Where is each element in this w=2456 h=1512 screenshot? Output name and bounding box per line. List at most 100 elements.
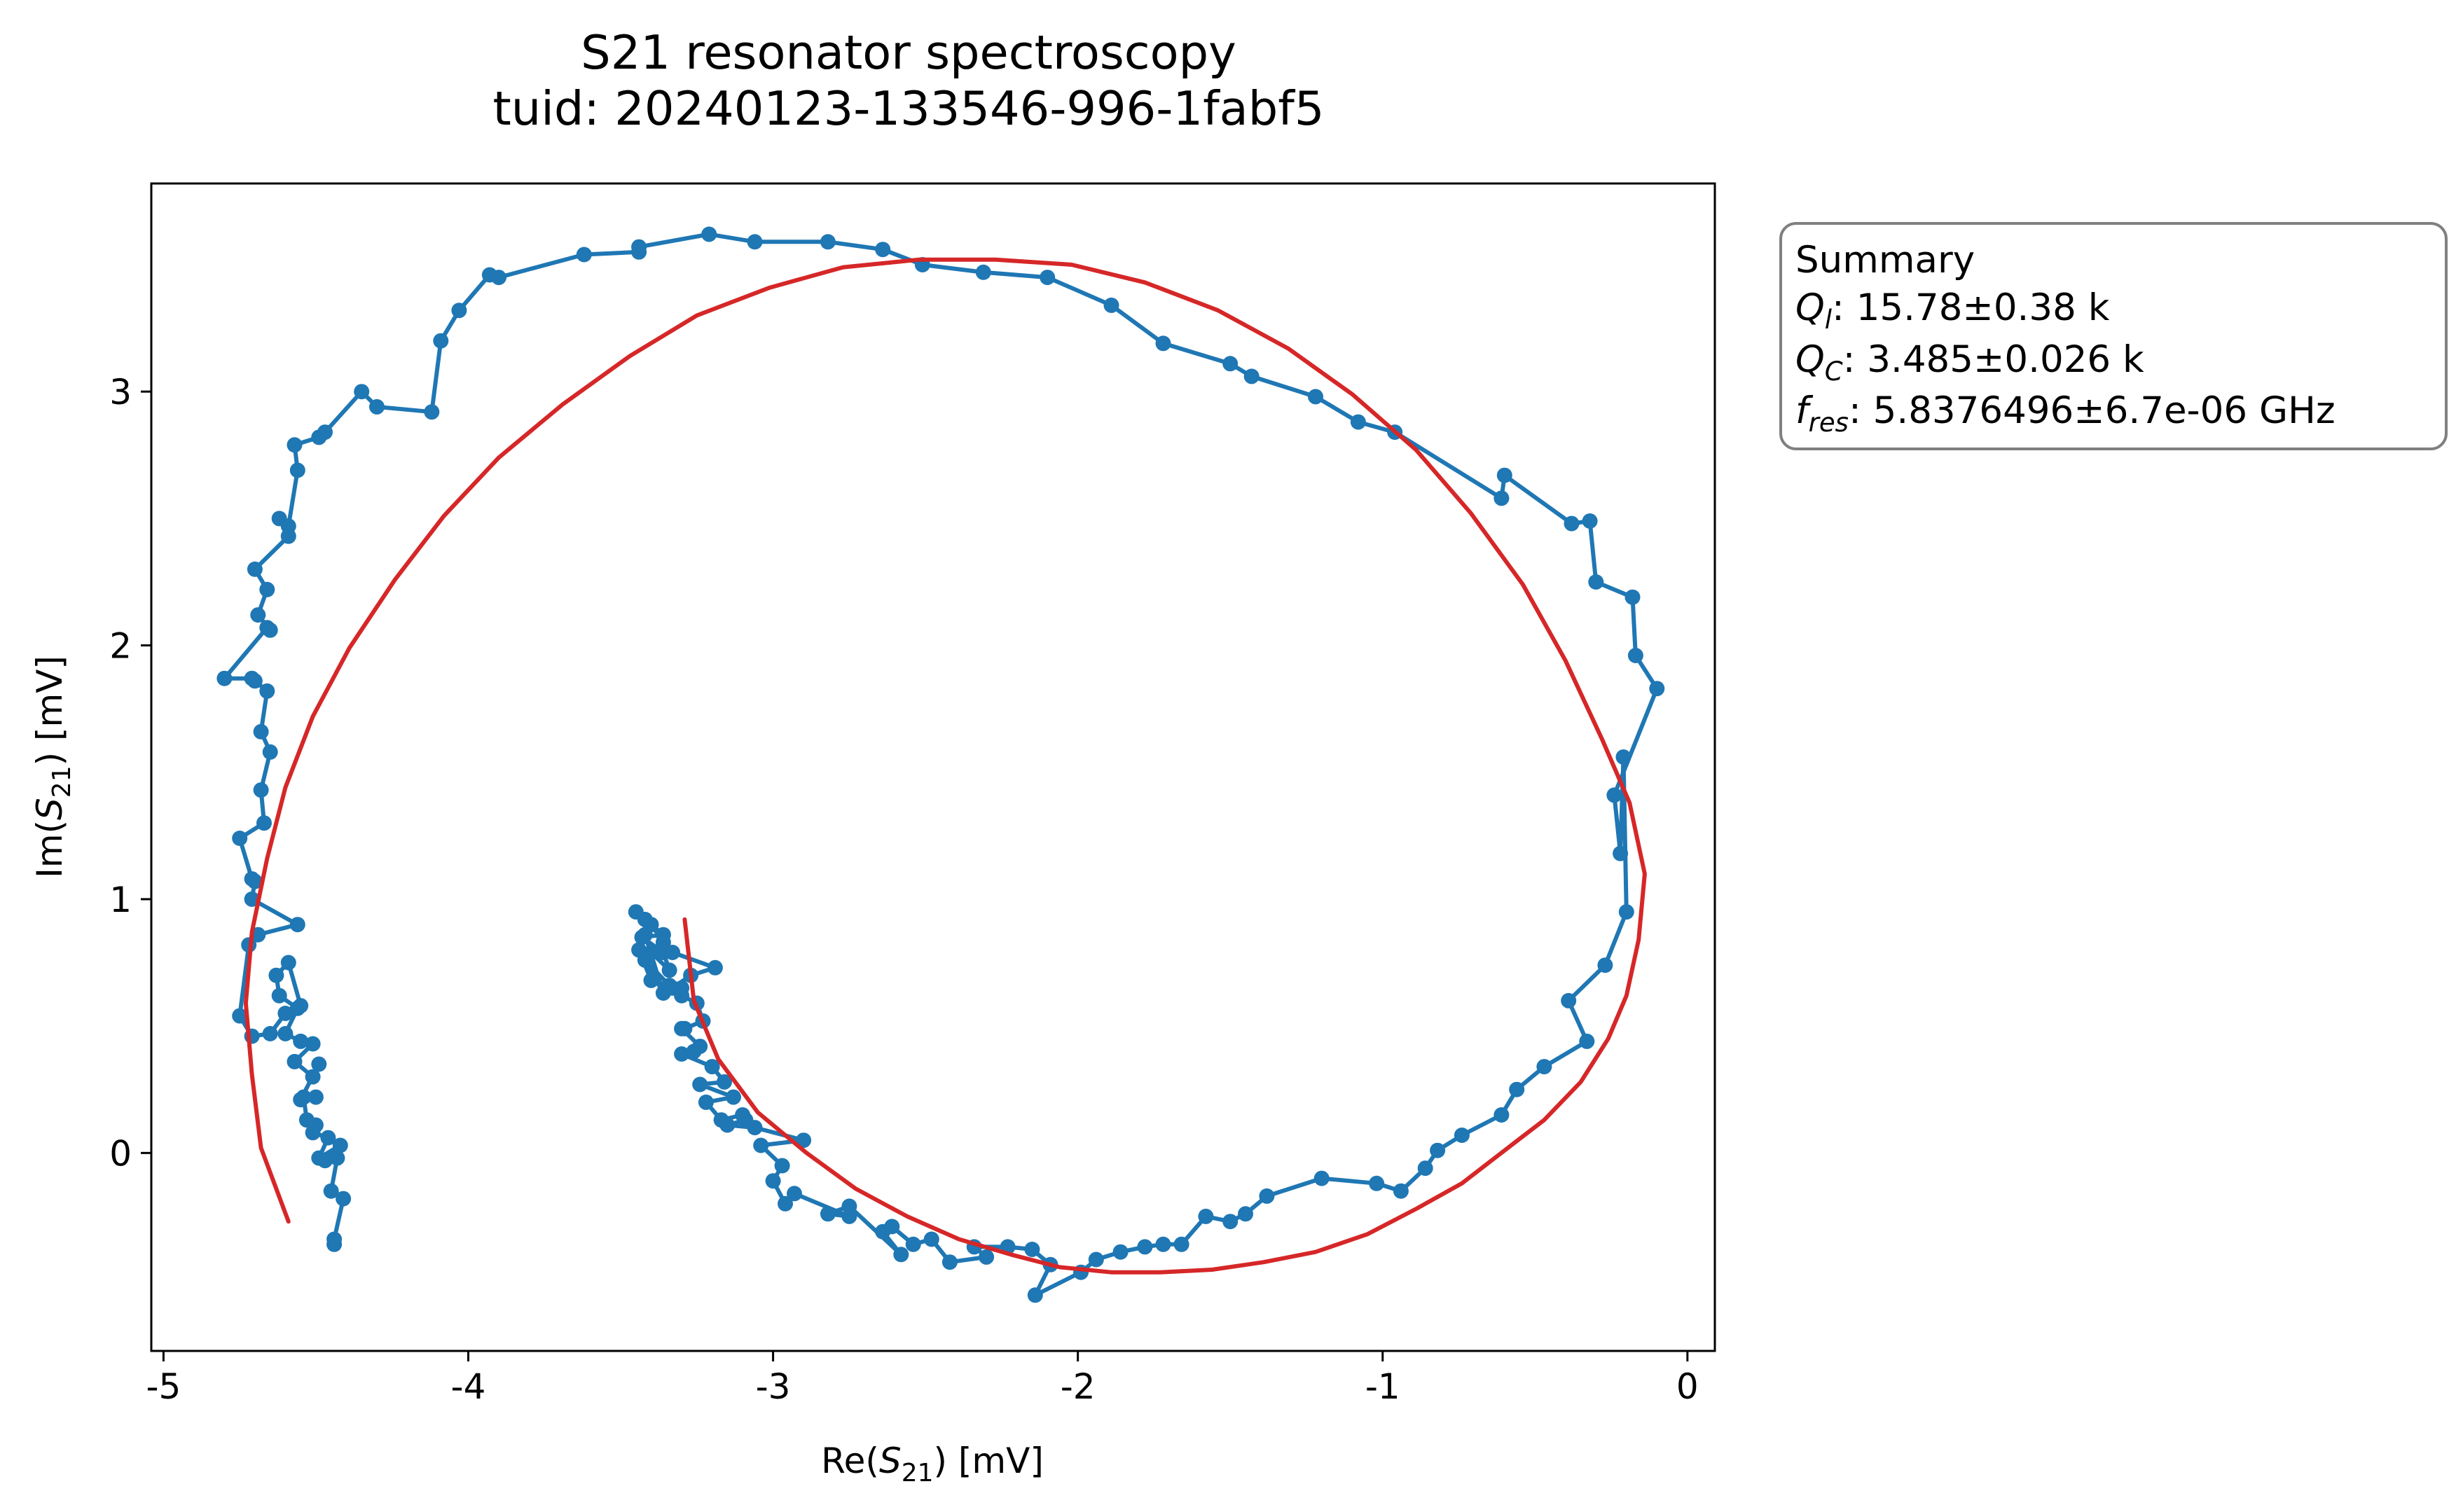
series-0-point [576,247,592,263]
series-0-point [326,1231,343,1247]
series-0-point [247,561,263,577]
series-0-point [311,1150,327,1166]
series-0-point [1155,335,1171,352]
series-0-point [271,987,287,1004]
series-0-point [1613,845,1629,861]
series-0-point [1454,1128,1470,1143]
series-0-point [1627,648,1643,663]
series-0-point [1606,787,1622,803]
series-0-point [820,1206,836,1222]
series-0-point [491,270,506,286]
series-0-point [1173,1236,1189,1252]
series-0-point [287,437,303,453]
y-tick-label: 0 [109,1133,132,1174]
series-0-point [707,959,723,976]
series-0-point [317,424,333,441]
summary-box-frame [1779,222,2448,450]
series-0-point [1222,356,1239,372]
series-0-point [753,1137,769,1153]
plot-frame [150,182,1716,1352]
series-0-point [1417,1160,1433,1177]
series-0-point [1393,1183,1409,1199]
series-0-point [1155,1236,1171,1252]
series-0-point [1509,1081,1525,1097]
x-tick-label: -4 [451,1366,486,1407]
series-0-point [637,927,653,943]
series-0-point [655,985,671,1001]
series-0-point [979,1249,995,1265]
series-0-point [298,1112,315,1128]
y-tick-label: 3 [109,372,132,412]
series-0-point [336,1191,352,1207]
series-0-point [1597,957,1613,973]
series-0-point [1618,904,1634,920]
series-0-point [268,967,284,983]
series-0-point [631,239,647,255]
series-0-point [293,998,309,1014]
series-0-point [232,1008,248,1024]
series-0-point [262,1026,278,1041]
series-0-point [289,462,305,478]
series-0-point [628,904,644,920]
series-0-point [1313,1170,1330,1186]
series-0-point [287,1053,303,1069]
series-0-point [820,234,836,250]
series-0-point [637,952,653,968]
series-0-point [1308,389,1323,405]
series-0-point [293,1092,309,1108]
series-0-point [250,607,266,623]
series-0-point [1588,574,1604,590]
series-0-point [253,723,269,740]
series-0-point [329,1150,345,1166]
series-0-point [1369,1175,1385,1191]
series-0-point [277,1006,294,1021]
series-0-point [1198,1208,1214,1224]
x-tick-label: -1 [1365,1366,1400,1407]
x-tick-label: -5 [146,1366,181,1407]
series-0-point [320,1130,336,1146]
series-0-point [1259,1188,1275,1204]
y-tick-label: 1 [109,880,132,920]
series-0-point [1112,1244,1129,1260]
series-0-point [253,782,269,798]
series-0-point [433,333,449,349]
series-0-point [424,404,440,420]
axes-ticks: -5 -4 -3 -2 -1 0 0 1 2 3 [109,372,1699,1407]
series-0-point [713,1112,729,1128]
series-0-point [259,683,275,699]
x-axis-label: Re(S21) [mV] [821,1441,1044,1487]
series-0-point [1088,1251,1104,1268]
series-0-point [975,264,991,280]
chart-subtitle: tuid: 20240123-133546-996-1fabf5 [493,81,1325,136]
series-0-point [1579,1033,1595,1049]
y-axis-label: Im(S21) [mV] [29,656,76,878]
x-tick-label: -3 [756,1366,791,1407]
series-0-point [692,1076,708,1093]
series-1 [243,257,1647,1275]
series-0-point [655,927,671,943]
series-0-point [262,622,278,638]
series-0-point [354,384,370,400]
series-0-point [692,1039,708,1055]
series-0-point [1040,270,1056,286]
series-0-point [1536,1059,1552,1075]
series-0-point [701,226,717,242]
series-0-point [1430,1142,1446,1158]
series-0-point [661,962,677,978]
series-0-point [704,1059,720,1075]
series-0-point [1582,513,1598,529]
series-0-point [923,1231,939,1247]
series-0-point [698,1094,714,1110]
series-0-point [277,1026,294,1041]
series-0-point [774,1158,790,1174]
series-0-point [677,1020,693,1036]
series-0-point [259,581,275,597]
series-0-point [280,955,296,971]
series-0-point [1243,368,1260,384]
series-0-point [244,670,260,686]
series-0-point [787,1186,802,1202]
series-0-point [311,1056,327,1072]
series-0-point [216,670,233,686]
series-0-point [1024,1242,1040,1257]
series-0-point [941,1254,958,1270]
